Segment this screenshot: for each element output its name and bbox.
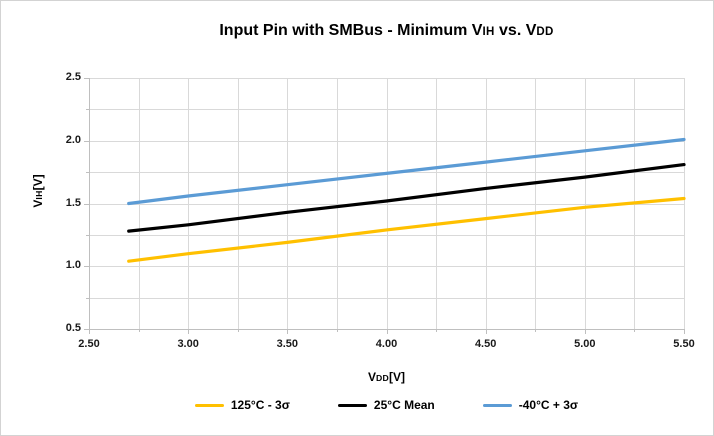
legend-label: -40°C + 3σ — [518, 398, 579, 412]
x-tick-label: 3.50 — [276, 338, 299, 350]
legend-label: 25°C Mean — [373, 398, 435, 412]
legend-line-swatch — [337, 403, 367, 407]
x-axis-title: VDD[V] — [89, 370, 684, 384]
legend-line-swatch — [482, 403, 512, 407]
chart-title-text: Input Pin with SMBus - Minimum V — [219, 22, 483, 39]
legend-item: 25°C Mean — [337, 398, 435, 412]
chart-title-subscript-ih: IH — [482, 26, 495, 38]
x-tick-label: 4.50 — [474, 338, 497, 350]
series-line-40-c-3 — [127, 137, 686, 206]
x-tick-label: 5.50 — [673, 338, 695, 350]
x-tick-label: 4.00 — [375, 338, 398, 350]
legend: 125°C - 3σ 25°C Mean -40°C + 3σ — [89, 398, 684, 412]
series-line-125-c-3 — [127, 196, 686, 263]
chart-title: Input Pin with SMBus - Minimum VIH vs. V… — [89, 22, 684, 40]
legend-item: 125°C - 3σ — [194, 398, 290, 412]
y-tick-label: 0.5 — [65, 322, 81, 334]
legend-label: 125°C - 3σ — [230, 398, 290, 412]
x-tick-label: 5.00 — [574, 338, 596, 350]
x-axis-title-subscript: DD — [375, 373, 390, 383]
series-line-25-c-mean — [127, 163, 686, 233]
chart-title-text-2: vs. V — [494, 22, 537, 39]
x-tick-label: 2.50 — [78, 338, 100, 350]
y-tick-label: 2.5 — [65, 71, 81, 83]
y-tick-label: 2.0 — [65, 133, 81, 146]
x-axis-title-unit: [V] — [389, 370, 406, 384]
y-axis-title-unit: [V] — [31, 174, 45, 191]
y-tick-label: 1.0 — [65, 259, 81, 272]
legend-line-swatch — [194, 403, 224, 407]
x-axis-title-v: V — [367, 370, 376, 384]
legend-item: -40°C + 3σ — [482, 398, 579, 412]
y-tick-label: 1.5 — [65, 196, 81, 209]
x-tick-label: 3.00 — [177, 338, 199, 350]
chart-title-subscript-dd: DD — [536, 26, 554, 38]
